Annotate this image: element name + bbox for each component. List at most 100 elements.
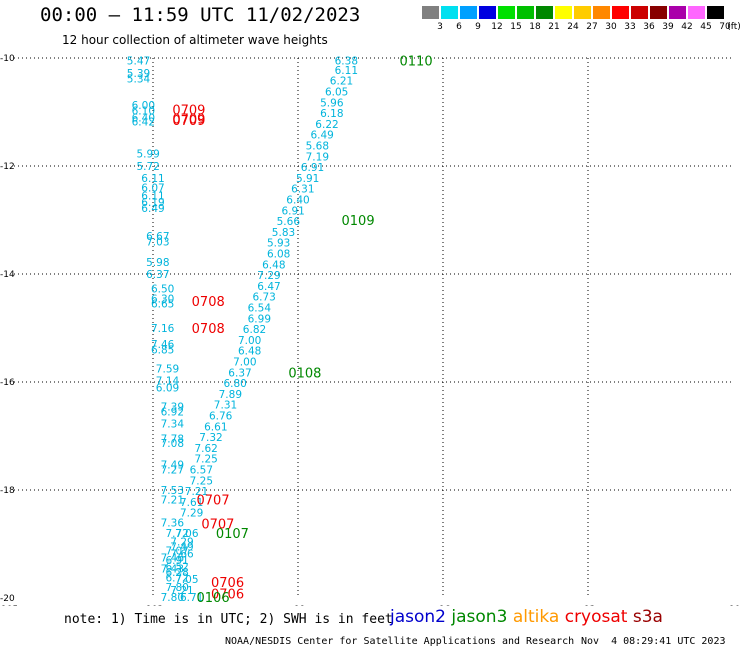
pass-time-label: 0706 bbox=[211, 588, 244, 603]
legend-label-6: 6 bbox=[456, 22, 462, 32]
wave-height-label: 6.11 bbox=[335, 65, 358, 77]
pass-time-label: 0709 bbox=[172, 103, 205, 118]
legend-label-12: 12 bbox=[491, 22, 503, 32]
wave-height-label: 7.32 bbox=[199, 432, 222, 444]
legend-swatch-45 bbox=[688, 6, 705, 19]
data-labels: 5.475.395.346.006.106.406.425.995.726.11… bbox=[127, 55, 433, 606]
legend-label-15: 15 bbox=[510, 22, 522, 32]
wave-height-label: 6.85 bbox=[151, 345, 174, 357]
wave-height-label: 6.71 bbox=[180, 592, 203, 604]
wave-height-label: 6.40 bbox=[132, 112, 155, 124]
wave-height-label: 6.40 bbox=[286, 194, 309, 206]
wave-height-label: 6.08 bbox=[267, 248, 290, 260]
wave-height-label: 7.07 bbox=[165, 545, 188, 557]
legend-swatch-6 bbox=[441, 6, 458, 19]
legend-swatch-24 bbox=[555, 6, 572, 19]
wave-height-label: 5.98 bbox=[146, 257, 169, 269]
pass-time-label: 0108 bbox=[288, 366, 321, 381]
pass-time-label: 0709 bbox=[172, 112, 205, 127]
wave-height-label: 7.61 bbox=[180, 497, 203, 509]
wave-height-label: 7.43 bbox=[161, 563, 184, 575]
legend-label-36: 36 bbox=[643, 22, 655, 32]
wave-height-label: 5.39 bbox=[127, 68, 150, 80]
satellite-cryosat: cryosat bbox=[564, 607, 633, 627]
wave-height-label: 5.91 bbox=[296, 173, 319, 185]
legend-swatch-42 bbox=[669, 6, 686, 19]
legend-label-39: 39 bbox=[662, 22, 674, 32]
wave-height-label: 6.91 bbox=[281, 205, 304, 217]
legend-label-42: 42 bbox=[681, 22, 693, 32]
wave-height-label: 5.34 bbox=[127, 74, 151, 86]
wave-height-label: 6.37 bbox=[228, 367, 251, 379]
wave-height-label: 6.42 bbox=[132, 117, 155, 129]
pass-time-label: 0708 bbox=[192, 322, 225, 337]
wave-height-label: 6.92 bbox=[161, 407, 184, 419]
legend-label-30: 30 bbox=[605, 22, 617, 32]
legend-label-33: 33 bbox=[624, 22, 636, 32]
wave-height-label: 6.09 bbox=[156, 382, 179, 394]
wave-height-label: 7.29 bbox=[257, 270, 280, 282]
wave-height-label: 6.72 bbox=[165, 572, 188, 584]
wave-height-label: 7.36 bbox=[161, 517, 185, 529]
wave-height-label: 6.22 bbox=[315, 119, 338, 131]
satellite-jason3: jason3 bbox=[451, 607, 513, 627]
legend-swatch-9 bbox=[460, 6, 477, 19]
pass-time-label: 0107 bbox=[216, 527, 249, 542]
legend-swatch-3 bbox=[422, 6, 439, 19]
legend-swatch-36 bbox=[631, 6, 648, 19]
legend-swatch-39 bbox=[650, 6, 667, 19]
wave-height-label: 7.34 bbox=[161, 419, 185, 431]
legend-swatch-18 bbox=[517, 6, 534, 19]
pass-time-label: 0706 bbox=[211, 576, 244, 591]
pass-time-label: 0707 bbox=[201, 517, 234, 532]
x-tick-label: -96 bbox=[436, 605, 451, 606]
wave-height-label: 6.91 bbox=[301, 162, 324, 174]
wave-height-label: 6.38 bbox=[335, 56, 358, 68]
y-tick-label: -14 bbox=[0, 270, 15, 280]
wave-height-label: 7.72 bbox=[165, 528, 188, 540]
pass-time-label: 0707 bbox=[197, 494, 230, 509]
y-tick-label: -12 bbox=[0, 162, 15, 172]
x-tick-label: -102 bbox=[143, 605, 163, 606]
legend-swatch-21 bbox=[536, 6, 553, 19]
wave-height-label: 6.65 bbox=[151, 299, 174, 311]
pass-time-label: 0709 bbox=[172, 114, 205, 129]
wave-height-label: 7.31 bbox=[214, 400, 237, 412]
wave-height-label: 7.46 bbox=[151, 339, 175, 351]
wave-height-label: 7.39 bbox=[161, 401, 184, 413]
wave-height-label: 7.59 bbox=[156, 364, 179, 376]
y-tick-label: -20 bbox=[0, 594, 15, 604]
wave-height-label: 6.21 bbox=[330, 76, 353, 88]
chart-title: 00:00 – 11:59 UTC 11/02/2023 bbox=[40, 4, 361, 26]
x-tick-label: -90 bbox=[726, 605, 740, 606]
wave-height-label: 6.50 bbox=[151, 284, 174, 296]
footnote: note: 1) Time is in UTC; 2) SWH is in fe… bbox=[64, 612, 393, 627]
wave-height-label: 7.00 bbox=[233, 356, 256, 368]
legend-label-70: 70 bbox=[719, 22, 731, 32]
wave-height-label: 6.49 bbox=[310, 130, 333, 142]
wave-height-label: 7.49 bbox=[161, 460, 184, 472]
wave-height-label: 7.27 bbox=[161, 464, 184, 476]
legend-swatch-27 bbox=[574, 6, 591, 19]
wave-height-label: 5.66 bbox=[277, 216, 301, 228]
wave-height-label: 6.48 bbox=[238, 346, 261, 358]
wave-height-label: 6.00 bbox=[132, 100, 155, 112]
wave-height-label: 7.03 bbox=[146, 237, 169, 249]
wave-height-label: 6.91 bbox=[165, 555, 188, 567]
wave-height-label: 6.76 bbox=[209, 410, 233, 422]
wave-height-label: 7.05 bbox=[175, 574, 198, 586]
wave-height-label: 6.19 bbox=[141, 197, 164, 209]
wave-height-label: 7.25 bbox=[190, 475, 213, 487]
wave-height-label: 7.19 bbox=[306, 151, 329, 163]
wave-height-label: 7.25 bbox=[194, 454, 217, 466]
grid-lines bbox=[14, 57, 733, 598]
wave-height-label: 6.28 bbox=[165, 567, 188, 579]
wave-height-label: 7.29 bbox=[180, 508, 203, 520]
y-tick-label: -18 bbox=[0, 486, 15, 496]
wave-height-label: 5.99 bbox=[136, 149, 159, 161]
x-tick-label: -93 bbox=[581, 605, 596, 606]
legend-label-18: 18 bbox=[529, 22, 541, 32]
wave-height-label: 6.30 bbox=[151, 293, 174, 305]
pass-time-label: 0708 bbox=[192, 295, 225, 310]
satellite-altika: altika bbox=[512, 607, 565, 627]
